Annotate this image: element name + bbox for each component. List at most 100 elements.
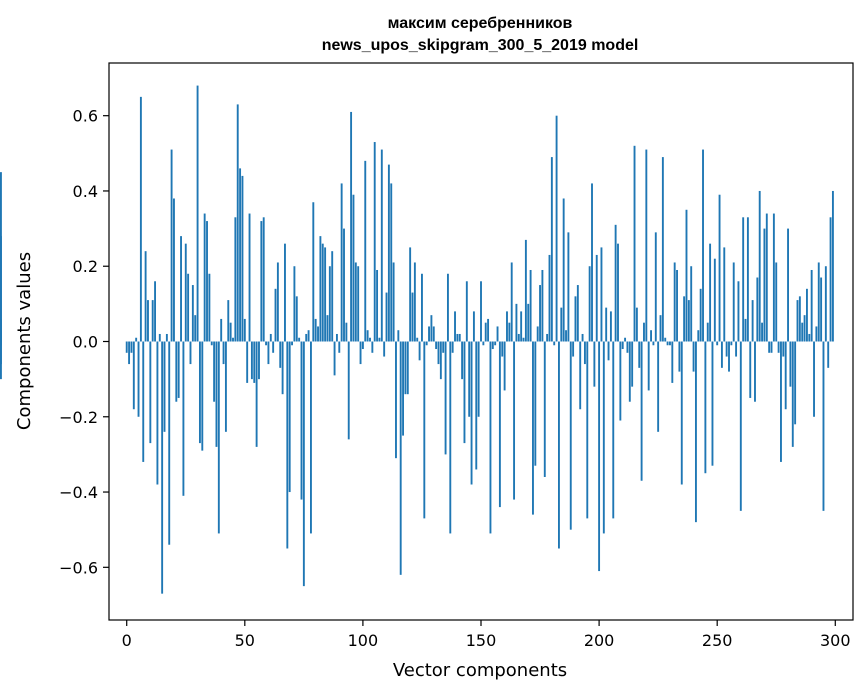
bar-287 bbox=[803, 315, 806, 342]
bar-5 bbox=[137, 341, 140, 417]
bar-286 bbox=[801, 322, 804, 342]
bar-297 bbox=[827, 341, 830, 368]
bar-57 bbox=[260, 221, 263, 342]
bar-205 bbox=[609, 311, 612, 342]
bar-298 bbox=[829, 217, 832, 342]
bar-170 bbox=[527, 303, 530, 342]
bar-146 bbox=[470, 341, 473, 485]
bar-114 bbox=[395, 341, 397, 459]
bar-255 bbox=[728, 341, 730, 372]
bar-236 bbox=[683, 296, 686, 342]
bar-259 bbox=[737, 281, 740, 342]
bar-239 bbox=[690, 266, 693, 342]
bar-29 bbox=[194, 315, 197, 342]
bar-231 bbox=[671, 341, 674, 383]
bar-8 bbox=[144, 251, 147, 342]
bar-235 bbox=[680, 341, 683, 485]
bar-181 bbox=[553, 341, 556, 346]
bar-26 bbox=[187, 273, 190, 342]
bar-100 bbox=[361, 341, 364, 350]
bar-128 bbox=[428, 326, 430, 342]
bar-13 bbox=[156, 341, 159, 485]
bar-105 bbox=[373, 142, 376, 342]
bar-48 bbox=[239, 168, 242, 342]
bar-16 bbox=[163, 341, 166, 432]
bar-152 bbox=[484, 322, 487, 342]
bar-169 bbox=[524, 239, 527, 342]
bar-0 bbox=[125, 341, 128, 353]
bar-225 bbox=[657, 341, 660, 432]
bar-241 bbox=[694, 341, 697, 523]
bar-3 bbox=[132, 341, 135, 410]
bar-103 bbox=[369, 337, 371, 342]
bar-274 bbox=[772, 213, 775, 342]
bar-116 bbox=[399, 341, 402, 575]
bar-68 bbox=[286, 341, 289, 549]
bar-67 bbox=[284, 243, 286, 342]
bar-295 bbox=[822, 341, 825, 511]
y-tick-label-2: −0.2 bbox=[59, 408, 98, 427]
bar-62 bbox=[272, 341, 275, 353]
bar-77 bbox=[307, 330, 310, 342]
bar-174 bbox=[536, 326, 539, 342]
bar-254 bbox=[725, 341, 728, 357]
bar-20 bbox=[173, 198, 175, 342]
x-tick-label-6: 300 bbox=[820, 631, 851, 650]
bar-188 bbox=[569, 341, 572, 530]
bar-125 bbox=[421, 273, 423, 342]
bar-32 bbox=[201, 341, 204, 451]
bar-24 bbox=[182, 341, 185, 496]
y-axis-label: Components values bbox=[14, 252, 35, 430]
bar-121 bbox=[411, 292, 414, 342]
y-tick-label-6: 0.6 bbox=[73, 107, 98, 126]
bar-151 bbox=[482, 341, 485, 346]
bar-165 bbox=[515, 303, 518, 342]
bar-277 bbox=[780, 341, 782, 462]
bar-245 bbox=[704, 341, 707, 474]
bar-221 bbox=[647, 341, 650, 391]
bar-127 bbox=[425, 341, 428, 346]
bar-42 bbox=[224, 341, 227, 432]
bar-257 bbox=[732, 262, 735, 342]
bar-296 bbox=[824, 266, 827, 342]
bar-44 bbox=[229, 322, 232, 342]
bar-186 bbox=[565, 330, 567, 342]
bar-220 bbox=[645, 149, 648, 342]
y-tick-label-5: 0.4 bbox=[73, 182, 98, 201]
bar-161 bbox=[506, 311, 508, 342]
bar-163 bbox=[510, 262, 513, 342]
bar-126 bbox=[423, 341, 426, 519]
bar-157 bbox=[496, 326, 499, 342]
bar-224 bbox=[654, 232, 657, 342]
bar-232 bbox=[673, 262, 676, 342]
bar-34 bbox=[206, 221, 208, 342]
y-axis-ticks: −0.6 −0.4 −0.2 0.0 0.2 0.4 0.6 bbox=[59, 107, 109, 577]
bar-292 bbox=[815, 326, 818, 342]
bar-138 bbox=[451, 341, 454, 353]
x-tick-label-3: 150 bbox=[466, 631, 497, 650]
bar-191 bbox=[576, 285, 579, 342]
bar-56 bbox=[258, 341, 260, 380]
bar-35 bbox=[208, 273, 211, 342]
bar-95 bbox=[350, 111, 353, 342]
bar-307 bbox=[0, 172, 2, 342]
bar-195 bbox=[586, 341, 589, 519]
bar-212 bbox=[626, 341, 629, 353]
bar-102 bbox=[366, 330, 369, 342]
bar-155 bbox=[491, 341, 494, 350]
bar-164 bbox=[513, 341, 516, 500]
bar-158 bbox=[498, 341, 501, 508]
bar-30 bbox=[196, 85, 199, 342]
bar-50 bbox=[243, 318, 246, 342]
bar-118 bbox=[404, 341, 407, 395]
x-tick-label-4: 200 bbox=[584, 631, 615, 650]
bar-27 bbox=[189, 341, 192, 365]
bar-153 bbox=[487, 318, 490, 342]
bar-173 bbox=[534, 341, 537, 466]
bar-53 bbox=[250, 341, 253, 380]
bar-299 bbox=[831, 190, 834, 342]
bar-71 bbox=[293, 266, 296, 342]
bar-96 bbox=[352, 194, 355, 342]
bar-72 bbox=[295, 296, 298, 342]
plot-frame bbox=[108, 62, 854, 621]
